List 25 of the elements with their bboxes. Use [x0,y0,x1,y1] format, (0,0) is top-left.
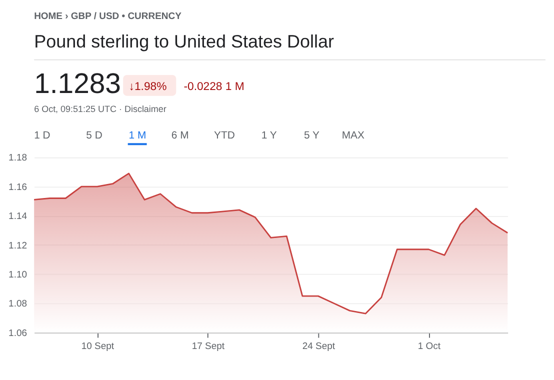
x-tick-label: 1 Oct [418,341,441,352]
text: 1 D [34,130,51,142]
text: 5 Y [304,130,320,142]
chart-title: Pound sterling to United States Dollar [34,32,334,52]
text: 6 M [171,130,189,142]
text: MAX [342,130,364,142]
y-tick-label: 1.08 [8,298,27,310]
text: 1 Y [261,130,277,142]
text: HOME › GBP / USD • CURRENCY [34,11,182,22]
text: -0.0228 1 M [184,81,244,94]
y-tick-label: 1.12 [8,240,27,252]
text: YTD [214,130,236,142]
y-tick-label: 1.10 [8,269,27,280]
text: 5 D [86,130,103,142]
text: 1 M [128,130,146,142]
text: 1.1283 [34,68,121,100]
text: 6 Oct, 09:51:25 UTC · Disclaimer [34,104,166,114]
y-tick-label: 1.18 [8,152,27,164]
text: ↓1.98% [128,81,167,94]
x-tick-label: 10 Sept [81,341,114,352]
y-tick-label: 1.06 [8,328,27,339]
y-tick-label: 1.16 [8,182,27,193]
y-tick-label: 1.14 [8,211,27,222]
x-tick-label: 24 Sept [302,341,336,352]
x-tick-label: 17 Sept [192,341,225,352]
